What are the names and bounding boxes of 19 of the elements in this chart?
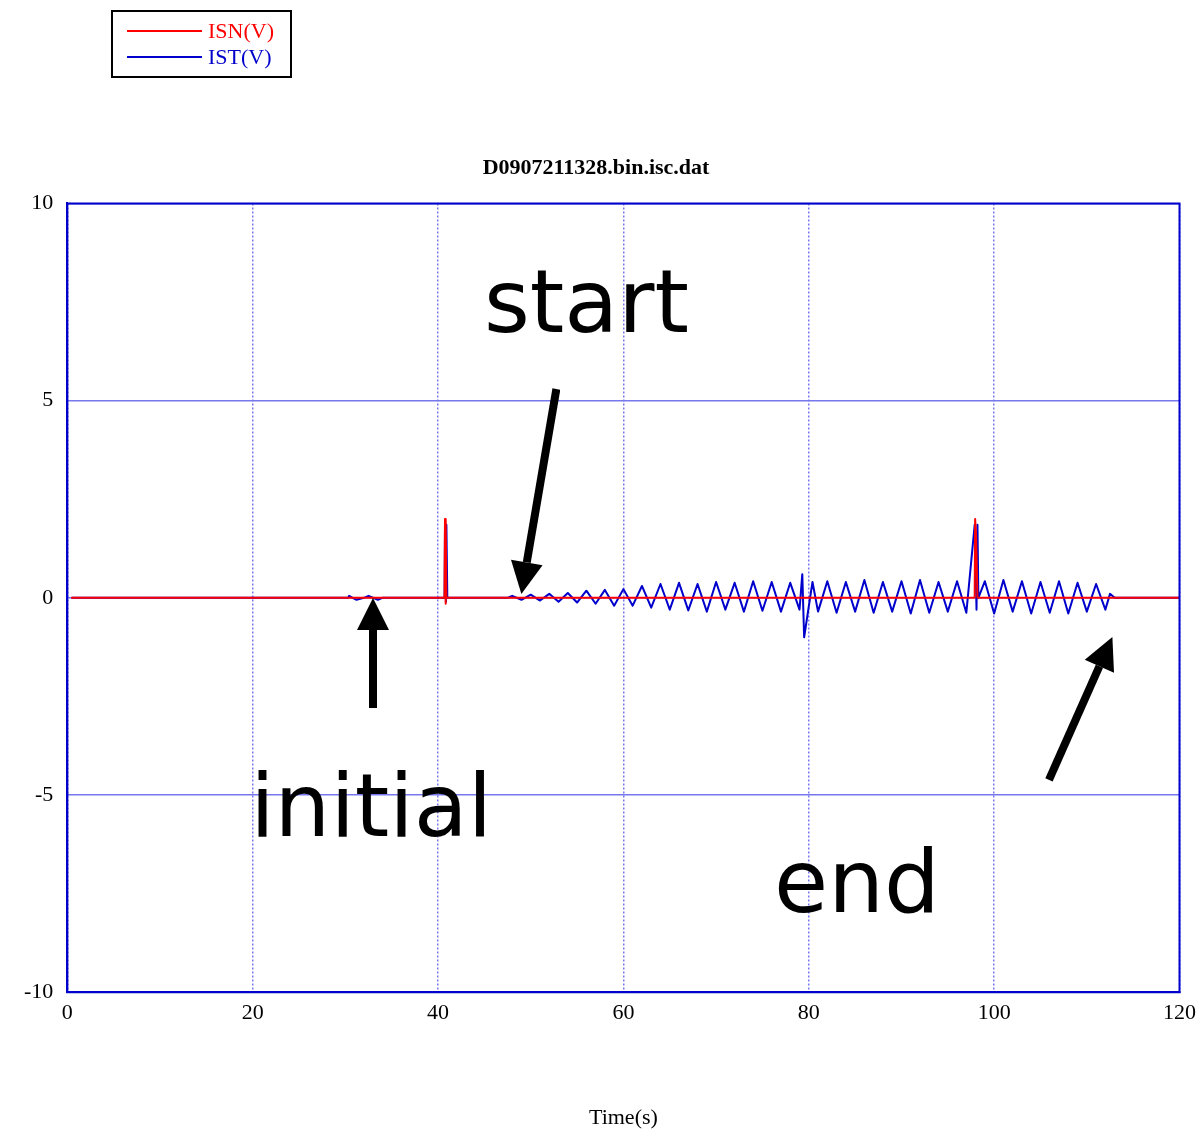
annotation: end <box>774 829 940 933</box>
y-tick-label: 10 <box>31 189 54 215</box>
x-tick-label: 40 <box>427 999 450 1025</box>
x-tick-label: 20 <box>241 999 264 1025</box>
chart-title: D0907211328.bin.isc.dat <box>482 153 711 179</box>
y-tick-label: 0 <box>42 583 54 609</box>
legend-label: IST(V) <box>208 44 272 70</box>
x-axis-title: Time(s) <box>588 1103 658 1129</box>
x-tick-label: 60 <box>612 999 635 1025</box>
y-tick-label: -10 <box>24 977 54 1003</box>
x-tick-label: 120 <box>1163 999 1196 1025</box>
y-tick-label: -5 <box>35 780 54 806</box>
x-tick-label: 0 <box>61 999 73 1025</box>
annotation: initial <box>250 753 493 857</box>
legend-label: ISN(V) <box>208 18 274 44</box>
annotation: start <box>483 249 689 353</box>
x-tick-label: 100 <box>977 999 1011 1025</box>
y-tick-label: 5 <box>42 386 54 412</box>
x-tick-label: 80 <box>797 999 820 1025</box>
